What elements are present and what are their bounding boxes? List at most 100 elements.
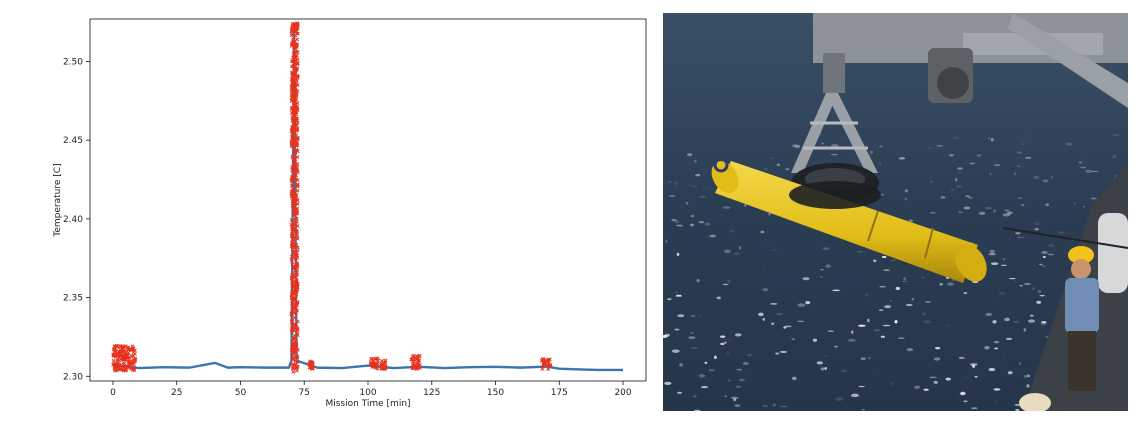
glint xyxy=(665,239,668,244)
x-axis-ticks: 0 25 50 75 100 125 150 175 200 xyxy=(110,381,632,398)
outlier-marker xyxy=(548,364,553,369)
glint xyxy=(1042,179,1049,183)
outlier-marker xyxy=(294,126,299,131)
outlier-marker xyxy=(292,129,297,134)
glint xyxy=(1019,284,1024,287)
glint xyxy=(729,229,734,233)
outlier-marker xyxy=(383,364,388,369)
glint xyxy=(890,382,895,386)
outlier-marker xyxy=(307,365,312,370)
outlier-marker xyxy=(294,207,299,212)
outlier-marker xyxy=(295,248,300,253)
glint xyxy=(867,356,872,360)
outlier-marker xyxy=(292,178,297,183)
glint xyxy=(1017,197,1023,199)
glint xyxy=(694,159,697,163)
outlier-marker xyxy=(295,184,300,189)
glint xyxy=(880,335,885,338)
glint xyxy=(889,300,893,302)
glint xyxy=(948,153,954,157)
glint xyxy=(769,156,776,160)
glint xyxy=(792,338,795,340)
y-axis-ticks: 2.30 2.35 2.40 2.45 2.50 xyxy=(63,57,90,382)
glint xyxy=(1033,175,1040,180)
glint xyxy=(772,403,776,407)
glint xyxy=(897,337,905,339)
glint xyxy=(913,164,915,167)
glint xyxy=(1005,337,1013,341)
glint xyxy=(1004,317,1010,322)
outlier-marker xyxy=(292,222,297,227)
outlier-marker xyxy=(295,188,300,193)
glint xyxy=(698,374,706,378)
glint xyxy=(830,154,839,156)
glint xyxy=(775,312,783,316)
outlier-marker xyxy=(414,366,419,371)
glint xyxy=(878,162,882,165)
glint xyxy=(1048,243,1055,248)
glint xyxy=(686,184,690,187)
outlier-marker xyxy=(294,26,298,31)
glint xyxy=(1050,176,1053,179)
outlier-marker xyxy=(414,357,419,361)
glint xyxy=(1030,314,1034,317)
glint xyxy=(667,180,672,184)
outlier-marker xyxy=(289,217,294,222)
outlier-marker xyxy=(383,358,388,363)
glint xyxy=(946,282,955,286)
glint xyxy=(1017,165,1020,167)
glint xyxy=(1066,142,1073,146)
glint xyxy=(866,318,870,323)
outlier-marker xyxy=(294,278,299,282)
outlier-marker xyxy=(291,355,296,360)
glint xyxy=(1022,138,1029,142)
glint xyxy=(785,167,790,171)
glint xyxy=(760,230,765,234)
glint xyxy=(1042,256,1046,258)
outlier-marker xyxy=(112,347,117,352)
glint xyxy=(1024,156,1032,159)
glint xyxy=(1047,253,1054,256)
glint xyxy=(994,301,997,303)
outlier-marker xyxy=(368,360,373,365)
glint xyxy=(1017,157,1021,159)
outlier-marker xyxy=(295,359,300,364)
glint xyxy=(1080,159,1087,161)
outlier-marker xyxy=(379,359,384,364)
x-tick-label: 175 xyxy=(551,388,568,398)
glint xyxy=(989,173,992,175)
outlier-marker xyxy=(294,147,299,152)
glint xyxy=(894,320,898,324)
glint xyxy=(1031,286,1035,291)
glint xyxy=(673,290,679,294)
glint xyxy=(723,249,731,254)
glint xyxy=(1082,206,1086,208)
outlier-marker xyxy=(294,260,299,265)
glint xyxy=(704,222,711,226)
glint xyxy=(1003,357,1007,361)
glint xyxy=(824,367,828,370)
glint xyxy=(827,330,835,332)
glint xyxy=(957,167,963,170)
outlier-marker xyxy=(546,357,551,362)
glint xyxy=(987,136,991,140)
glint xyxy=(978,211,986,215)
glint xyxy=(674,219,680,223)
glint xyxy=(734,333,742,337)
glint xyxy=(679,363,684,367)
glint xyxy=(677,314,685,318)
outlier-marker xyxy=(295,347,300,352)
outlier-marker xyxy=(130,344,135,349)
outlier-marker xyxy=(290,94,295,99)
outlier-marker xyxy=(291,244,296,249)
outlier-marker xyxy=(291,158,296,163)
glint xyxy=(1112,155,1117,159)
outlier-marker xyxy=(290,240,295,245)
outlier-marker xyxy=(129,362,134,367)
outlier-marker xyxy=(295,74,300,79)
glint xyxy=(955,178,958,182)
glint xyxy=(993,340,1000,344)
glint xyxy=(746,353,753,357)
glint xyxy=(1020,204,1025,206)
x-tick-label: 0 xyxy=(110,388,116,398)
